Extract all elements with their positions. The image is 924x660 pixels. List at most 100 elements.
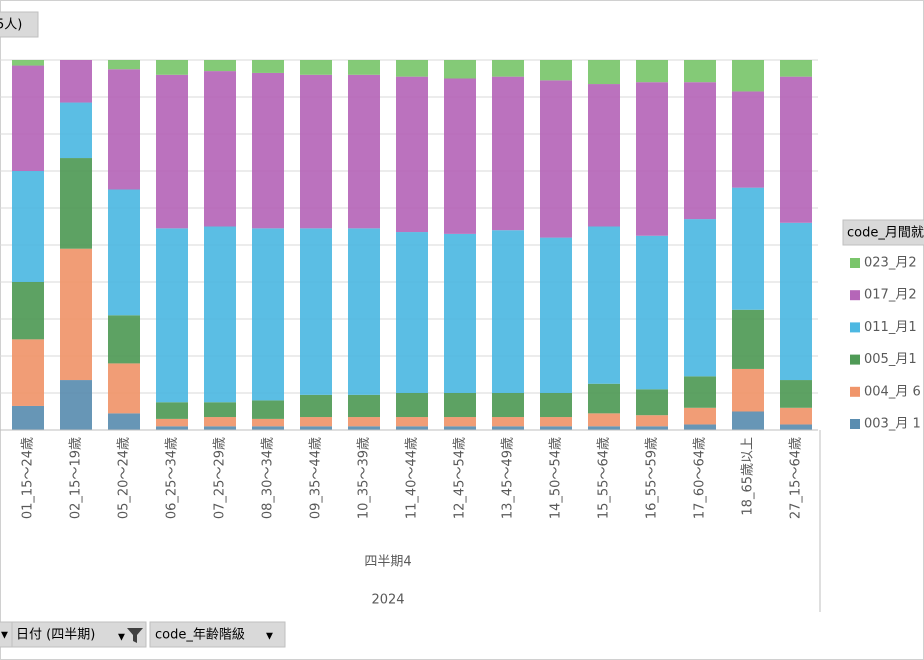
bar-segment — [588, 226, 620, 384]
legend-label: 004_月 6 — [864, 384, 921, 399]
dropdown-icon: ▼ — [266, 632, 273, 642]
bar-segment — [396, 232, 428, 393]
x-tick-label: 06_25～34歳 — [165, 437, 180, 519]
x-tick-label: 27_15～64歳 — [789, 437, 804, 519]
bar-segment — [492, 230, 524, 393]
bar-segment — [684, 424, 716, 430]
bar-segment — [540, 393, 572, 418]
x-tick-label: 11_40～44歳 — [405, 437, 420, 519]
legend-title-box — [842, 219, 924, 246]
bar-segment — [492, 393, 524, 418]
bar-segment — [780, 380, 812, 408]
legend-label: 003_月 1 — [864, 417, 921, 432]
bar-segment — [732, 411, 764, 430]
bar-segment — [252, 400, 284, 419]
legend-label: 017_月2 — [864, 288, 917, 303]
bar-segment — [540, 426, 572, 430]
legend-label: 005_月1 — [864, 352, 917, 367]
legend-swatch — [850, 290, 860, 301]
bar-segment — [204, 71, 236, 227]
bar-segment — [204, 402, 236, 418]
bar-segment — [588, 426, 620, 430]
x-group-label: 四半期4 — [364, 555, 411, 570]
bar-segment — [540, 60, 572, 81]
bar-segment — [300, 417, 332, 427]
bar-segment — [252, 228, 284, 401]
bar-segment — [732, 309, 764, 369]
bar-segment — [588, 60, 620, 85]
bar-segment — [396, 60, 428, 77]
bar-segment — [204, 60, 236, 72]
legend-swatch — [850, 386, 860, 397]
bar-segment — [684, 376, 716, 408]
bar-segment — [300, 228, 332, 395]
bar-segment — [204, 426, 236, 430]
x-tick-label: 13_45～49歳 — [501, 437, 516, 519]
bar-segment — [108, 189, 140, 316]
bar-segment — [588, 84, 620, 227]
bar-segment — [156, 60, 188, 75]
legend-swatch — [850, 322, 860, 333]
bar-segment — [156, 418, 188, 427]
bar-segment — [492, 76, 524, 231]
bar-segment — [636, 415, 668, 427]
filter-icon — [127, 628, 143, 643]
bar-segment — [348, 426, 380, 430]
bar-segment — [732, 60, 764, 92]
bar-segment — [156, 74, 188, 229]
bar-segment — [732, 187, 764, 310]
x-tick-label: 02_15～19歳 — [69, 437, 84, 519]
bar-segment — [636, 235, 668, 390]
bar-segment — [780, 407, 812, 425]
bar-segment — [588, 383, 620, 414]
bar-segment — [60, 102, 92, 159]
bar-segment — [780, 222, 812, 381]
bar-segment — [108, 69, 140, 190]
filter-label: 日付 (四半期) — [16, 628, 95, 643]
x-tick-label: 18_65歳以上 — [741, 437, 756, 516]
bar-segment — [12, 65, 44, 171]
bar-segment — [156, 426, 188, 430]
bar-segment — [300, 426, 332, 430]
x-tick-label: 12_45～54歳 — [453, 437, 468, 519]
bar-segment — [780, 424, 812, 430]
bar-segment — [780, 60, 812, 77]
bar-segment — [12, 339, 44, 406]
bar-segment — [396, 76, 428, 233]
bar-segment — [204, 417, 236, 427]
bar-segment — [684, 219, 716, 377]
bar-segment — [300, 60, 332, 75]
chart-title: 5人) — [0, 18, 22, 33]
x-tick-label: 10_35～39歳 — [357, 437, 372, 519]
bar-segment — [444, 426, 476, 430]
bar-segment — [540, 417, 572, 427]
bar-segment — [204, 226, 236, 403]
bar-segment — [108, 413, 140, 430]
filter-button[interactable] — [11, 621, 147, 648]
x-tick-label: 17_60～64歳 — [693, 437, 708, 519]
bar-segment — [444, 60, 476, 79]
bar-segment — [684, 82, 716, 220]
x-tick-label: 08_30～34歳 — [261, 437, 276, 519]
bar-segment — [492, 60, 524, 77]
bar-segment — [60, 248, 92, 381]
bar-segment — [300, 394, 332, 418]
bar-segment — [348, 74, 380, 229]
x-tick-label: 01_15～24歳 — [21, 437, 36, 519]
bar-segment — [588, 413, 620, 427]
title-button[interactable] — [0, 11, 39, 38]
filter-button[interactable] — [149, 621, 286, 648]
bar-segment — [396, 426, 428, 430]
x-tick-label: 05_20～24歳 — [117, 437, 132, 519]
bar-segment — [60, 60, 92, 103]
bar-segment — [492, 417, 524, 427]
bar-segment — [492, 426, 524, 430]
bar-segment — [444, 393, 476, 418]
x-group-label: 2024 — [371, 593, 404, 608]
bar-segment — [12, 282, 44, 340]
bar-segment — [108, 60, 140, 70]
bar-segment — [684, 60, 716, 83]
bar-segment — [348, 228, 380, 395]
legend-swatch — [850, 354, 860, 365]
